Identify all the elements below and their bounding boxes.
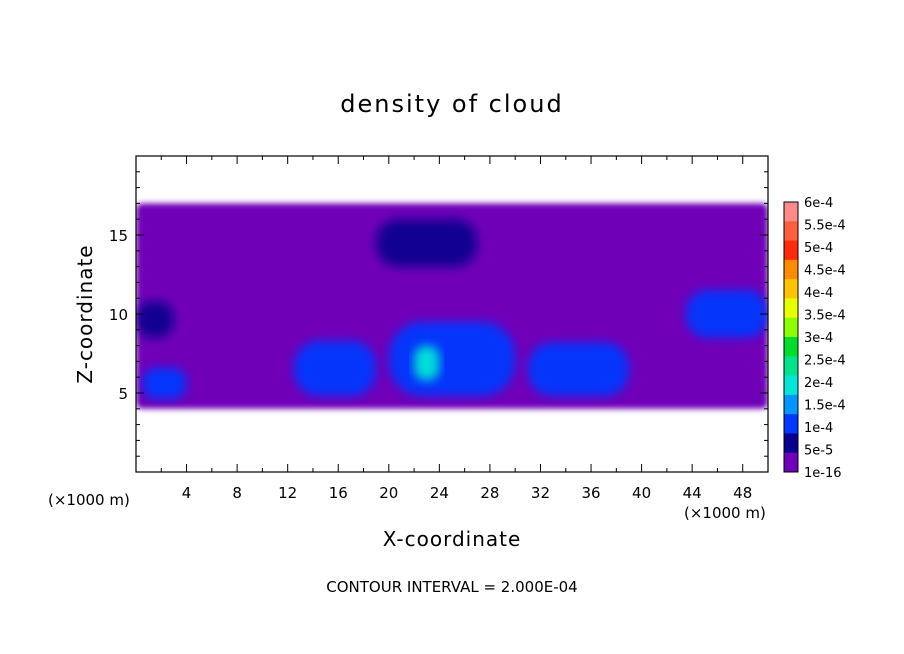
colorbar-label: 3e-4 — [804, 331, 833, 346]
colorbar-swatch — [784, 375, 798, 396]
density-region — [142, 367, 187, 400]
colorbar-label: 4e-4 — [804, 286, 833, 301]
colorbar-swatch — [784, 298, 798, 319]
colorbar-label: 3.5e-4 — [804, 309, 846, 324]
colorbar-swatch — [784, 279, 798, 299]
colorbar-swatch — [784, 259, 798, 280]
colorbar-label: 6e-4 — [804, 196, 833, 211]
colorbar-swatch — [784, 414, 798, 434]
density-region — [136, 301, 174, 338]
x-tick-label: 28 — [480, 484, 499, 502]
chart-title: density of cloud — [340, 90, 563, 118]
cloud-density-field — [136, 203, 768, 409]
colorbar-swatch — [784, 240, 798, 261]
colorbar-swatch — [784, 337, 798, 357]
colorbar: 6e-4 5.5e-4 5e-4 4.5e-4 4e-4 3.5e-4 3e-4 2.5e-4… — [783, 196, 846, 481]
colorbar-label: 2e-4 — [804, 376, 833, 391]
x-tick-label: 16 — [329, 484, 348, 502]
x-tick-label: 20 — [379, 484, 398, 502]
density-region — [388, 321, 516, 397]
x-unit-left: (×1000 m) — [48, 491, 130, 509]
x-tick-label: 40 — [632, 484, 651, 502]
y-tick-label: 10 — [109, 306, 128, 324]
density-region — [527, 342, 629, 397]
density-region — [376, 219, 478, 267]
x-unit-right: (×1000 m) — [684, 504, 766, 522]
x-tick-label: 44 — [683, 484, 702, 502]
colorbar-swatch — [784, 202, 798, 222]
colorbar-label: 2.5e-4 — [804, 354, 846, 369]
colorbar-label: 1.5e-4 — [804, 399, 846, 414]
y-axis-label: Z-coordinate — [73, 244, 97, 383]
colorbar-swatch — [784, 356, 798, 377]
x-tick-label: 32 — [531, 484, 550, 502]
colorbar-swatch — [784, 394, 798, 415]
colorbar-label: 1e-4 — [804, 421, 833, 436]
x-tick-label: 4 — [182, 484, 192, 502]
contour-interval-note: CONTOUR INTERVAL = 2.000E-04 — [326, 578, 577, 596]
colorbar-swatch — [784, 221, 798, 242]
x-tick-label: 24 — [430, 484, 449, 502]
colorbar-frame — [783, 201, 799, 473]
colorbar-label: 5e-5 — [804, 444, 833, 459]
x-tick-label: 8 — [232, 484, 242, 502]
y-tick-label: 15 — [109, 227, 128, 245]
colorbar-label: 1e-16 — [804, 466, 842, 481]
colorbar-swatch — [784, 433, 798, 454]
x-tick-label: 48 — [733, 484, 752, 502]
colorbar-label: 5.5e-4 — [804, 219, 846, 234]
density-region — [685, 290, 768, 338]
colorbar-label: 5e-4 — [804, 241, 833, 256]
y-tick-label: 5 — [118, 385, 128, 403]
colorbar-swatch — [784, 452, 798, 473]
density-region — [294, 340, 377, 397]
x-axis: 4 8 12 16 20 24 28 32 36 40 44 48 — [160, 156, 752, 502]
x-tick-label: 36 — [581, 484, 600, 502]
x-tick-label: 12 — [278, 484, 297, 502]
density-region — [414, 345, 440, 381]
x-axis-label: X-coordinate — [383, 527, 522, 551]
y-axis: 5 10 15 — [109, 171, 768, 457]
colorbar-swatch — [784, 317, 798, 338]
colorbar-label: 4.5e-4 — [804, 264, 846, 279]
